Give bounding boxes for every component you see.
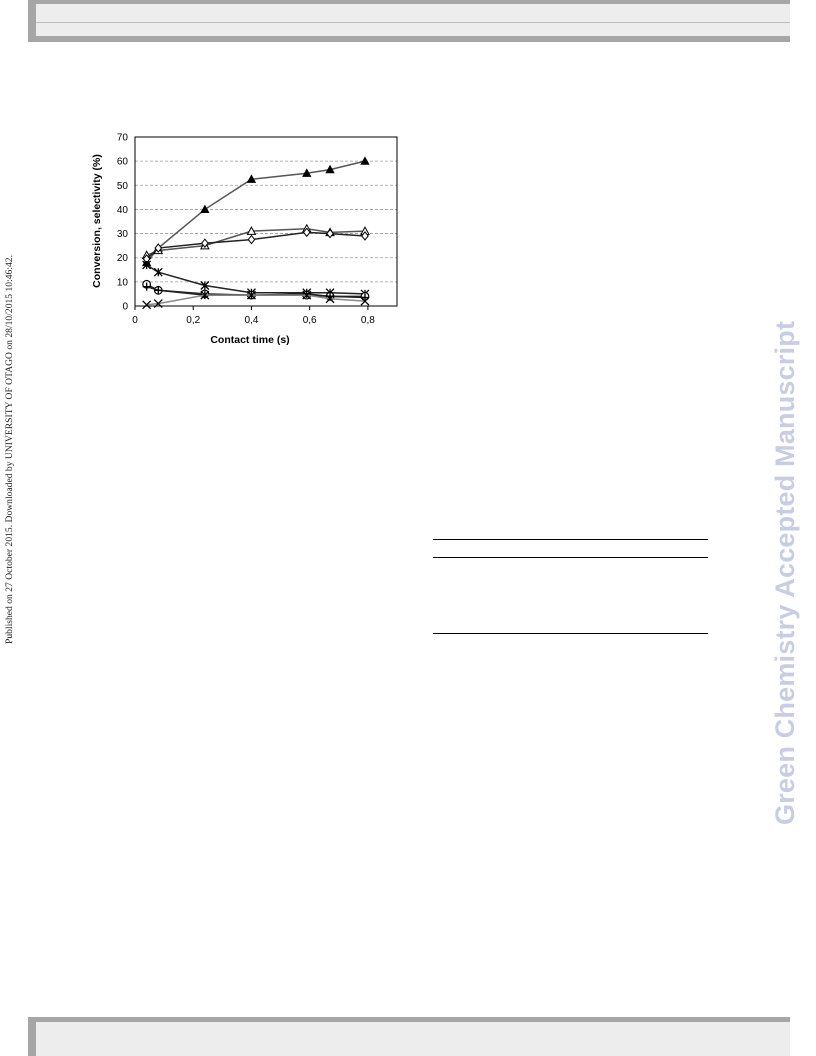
table-rule-bottom bbox=[433, 633, 708, 634]
data-point-open-diamond bbox=[361, 231, 369, 241]
data-point-x bbox=[142, 300, 152, 310]
data-point-filled-triangle bbox=[360, 156, 370, 165]
series-open-diamond bbox=[142, 227, 369, 264]
x-tick-label: 0,4 bbox=[244, 315, 258, 326]
series-open-triangle bbox=[141, 223, 370, 259]
data-point-plus bbox=[154, 286, 163, 295]
table-rule-mid bbox=[433, 557, 708, 558]
data-point-asterisk bbox=[200, 281, 210, 290]
chart: 0 10 20 30 40 50 60 70 0 0,2 0,4 0,6 0,8 Contact ti… bbox=[91, 133, 398, 346]
data-point-open-triangle bbox=[246, 226, 257, 235]
data-point-open-diamond bbox=[154, 243, 163, 253]
series-line bbox=[146, 160, 366, 264]
x-tick-label: 0,2 bbox=[186, 315, 200, 326]
page-footer-inner bbox=[36, 1022, 790, 1056]
x-tick-label: 0,8 bbox=[361, 315, 375, 326]
data-point-x bbox=[302, 290, 312, 300]
data-point-open-diamond bbox=[247, 234, 256, 245]
data-point-x bbox=[153, 299, 163, 309]
data-point-filled-triangle bbox=[325, 164, 335, 174]
x-tick-label: 0 bbox=[132, 315, 138, 326]
data-point-open-diamond bbox=[201, 238, 209, 249]
y-tick-label: 60 bbox=[117, 157, 129, 168]
page-header-bar bbox=[28, 0, 790, 42]
x-axis-label: Contact time (s) bbox=[210, 334, 289, 346]
plot-frame bbox=[134, 136, 398, 307]
data-point-filled-triangle bbox=[200, 204, 210, 214]
chart-axes bbox=[134, 136, 398, 307]
chart-series bbox=[141, 156, 370, 310]
watermark: Green Chemistry Accepted Manuscript bbox=[770, 230, 810, 830]
y-tick-label: 30 bbox=[117, 229, 129, 240]
page-header-inner bbox=[36, 4, 790, 36]
y-tick-label: 40 bbox=[117, 205, 129, 216]
data-point-plus bbox=[360, 293, 369, 302]
data-point-plus bbox=[142, 282, 151, 291]
chart-grid bbox=[135, 136, 397, 283]
data-point-x bbox=[200, 290, 210, 300]
data-point-plus bbox=[302, 289, 311, 298]
data-point-asterisk bbox=[153, 267, 163, 277]
series-line bbox=[146, 231, 366, 260]
y-tick-labels: 0 10 20 30 40 50 60 70 bbox=[117, 133, 129, 313]
x-tick-labels: 0 0,2 0,4 0,6 0,8 bbox=[132, 306, 375, 326]
data-point-open-diamond bbox=[326, 228, 334, 239]
x-tick-label: 0,6 bbox=[303, 315, 317, 326]
y-tick-label: 20 bbox=[117, 253, 129, 264]
page-footer-bar bbox=[28, 1017, 790, 1056]
data-point-filled-triangle bbox=[302, 168, 312, 177]
page-header-rule bbox=[36, 22, 790, 23]
y-tick-label: 50 bbox=[117, 181, 129, 192]
y-tick-label: 10 bbox=[117, 277, 129, 288]
series-line bbox=[146, 264, 366, 295]
y-tick-label: 0 bbox=[122, 302, 128, 313]
data-point-asterisk bbox=[142, 260, 152, 270]
y-tick-label: 70 bbox=[117, 133, 129, 144]
side-note-text: Published on 27 October 2015. Downloaded… bbox=[4, 255, 15, 644]
data-point-x bbox=[246, 290, 256, 300]
y-axis-label: Conversion, selectivity (%) bbox=[91, 154, 103, 288]
data-point-x bbox=[360, 296, 370, 306]
data-point-filled-triangle bbox=[246, 174, 257, 183]
data-point-open-diamond bbox=[302, 227, 311, 238]
watermark-text: Green Chemistry Accepted Manuscript bbox=[770, 320, 800, 825]
data-point-x bbox=[325, 294, 335, 304]
series-x bbox=[142, 290, 370, 310]
series-filled-triangle bbox=[141, 156, 370, 267]
table-rule-top bbox=[433, 539, 708, 540]
side-note: Published on 27 October 2015. Downloaded… bbox=[4, 214, 20, 644]
